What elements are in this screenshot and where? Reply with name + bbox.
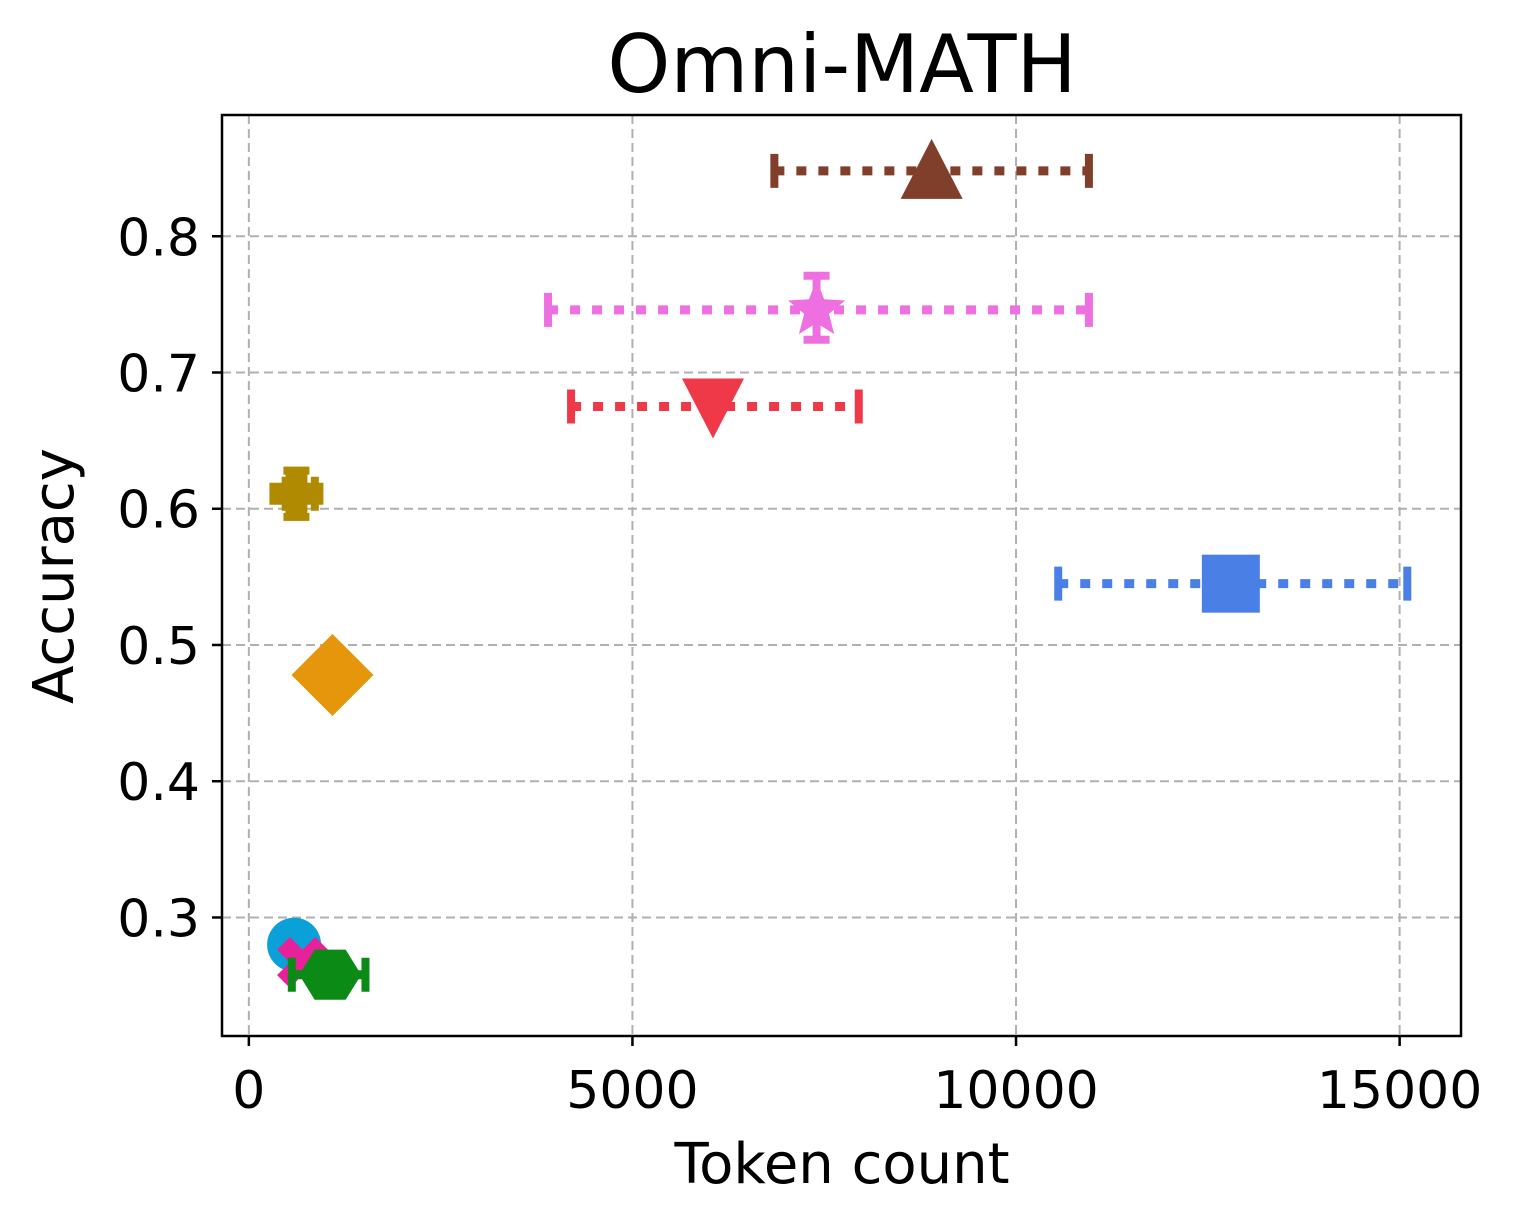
y-tick-label: 0.3 [117,889,200,949]
x-axis-label: Token count [673,1132,1009,1197]
plot-frame [220,113,1463,1038]
y-axis-label: Accuracy [22,448,87,704]
x-tick-label: 0 [232,1061,265,1121]
data-point-triangle-down [681,378,744,439]
data-point-hexagon [299,949,362,1000]
axis-ticks: 0 5000 10000 15000 0.3 0.4 0.5 0.6 0.7 0.8 [117,208,1482,1121]
data-point-star [788,279,846,335]
x-tick-label: 5000 [566,1061,698,1121]
y-tick-label: 0.7 [117,344,200,404]
data-point-diamond [291,633,374,716]
y-tick-label: 0.5 [117,617,200,677]
y-tick-label: 0.8 [117,208,200,268]
plot-area [267,138,1412,1000]
data-point-square [1201,554,1260,613]
x-tick-label: 10000 [933,1061,1098,1121]
data-point-plus [269,466,324,521]
chart-title: Omni-MATH [607,18,1076,111]
y-tick-label: 0.6 [117,481,200,541]
x-tick-label: 15000 [1317,1061,1482,1121]
y-tick-label: 0.4 [117,753,200,813]
grid [222,115,1461,1036]
data-point-triangle-up [900,138,963,199]
